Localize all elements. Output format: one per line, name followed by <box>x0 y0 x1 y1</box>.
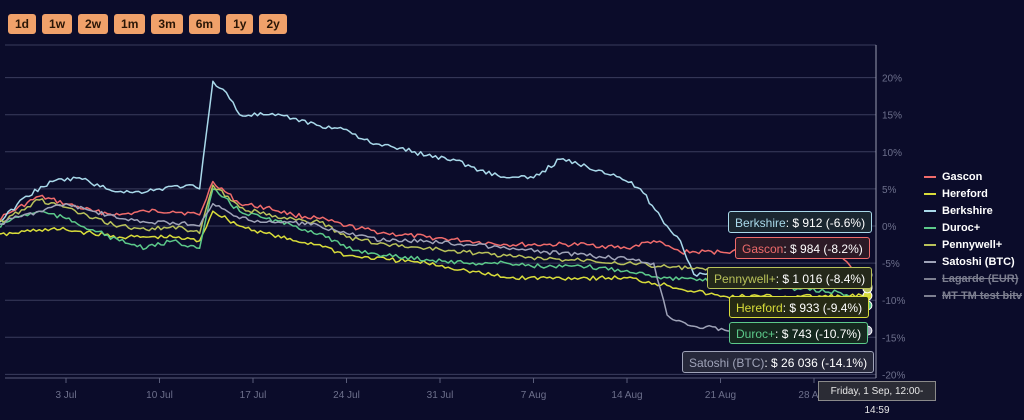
legend-item-hereford[interactable]: Hereford <box>924 185 1022 202</box>
x-axis-tooltip: Friday, 1 Sep, 12:00-14:59 <box>818 381 936 416</box>
tooltip-value: : $ 1 016 (-8.4%) <box>775 272 866 286</box>
legend-label: Berkshire <box>942 204 993 217</box>
legend-label: MT TM test bitv <box>942 289 1023 302</box>
tooltip-value: : $ 743 (-10.7%) <box>775 327 862 341</box>
tooltip-gascon: Gascon: $ 984 (-8.2%) <box>735 237 870 259</box>
range-selector: 1d 1w 2w 1m 3m 6m 1y 2y <box>8 14 287 34</box>
tooltip-berkshire: Berkshire: $ 912 (-6.6%) <box>728 211 873 233</box>
range-button-1y[interactable]: 1y <box>226 14 254 34</box>
series-line-hereford <box>0 210 868 300</box>
legend-label: Gascon <box>942 170 983 183</box>
series-line-gascon <box>0 180 868 288</box>
tooltip-series-name: Satoshi (BTC) <box>689 356 765 370</box>
legend-item-lagarde[interactable]: Lagarde (EUR) <box>924 270 1022 287</box>
legend-item-pennywell[interactable]: Pennywell+ <box>924 236 1022 253</box>
x-tick-label: 14 Aug <box>611 390 642 401</box>
y-tick-label: 15% <box>882 111 902 122</box>
chart-legend: Gascon Hereford Berkshire Duroc+ Pennywe… <box>924 168 1022 304</box>
legend-label: Lagarde (EUR) <box>942 272 1019 285</box>
legend-swatch <box>924 175 936 178</box>
legend-swatch <box>924 243 936 246</box>
legend-swatch <box>924 226 936 229</box>
x-tick-label: 24 Jul <box>333 390 360 401</box>
legend-item-mt-tm-test[interactable]: MT TM test bitv <box>924 287 1022 304</box>
tooltip-series-name: Pennywell+ <box>714 272 776 286</box>
tooltip-series-name: Duroc+ <box>736 327 776 341</box>
legend-swatch <box>924 192 936 195</box>
x-tick-label: 17 Jul <box>240 390 267 401</box>
range-button-1d[interactable]: 1d <box>8 14 37 34</box>
tooltip-series-name: Berkshire <box>735 216 786 230</box>
tooltip-series-name: Gascon <box>742 242 784 256</box>
y-tick-label: -10% <box>882 296 905 307</box>
tooltip-duroc: Duroc+: $ 743 (-10.7%) <box>729 322 869 344</box>
legend-label: Satoshi (BTC) <box>942 255 1015 268</box>
series-line-satoshi-btc- <box>0 202 868 333</box>
x-tick-label: 28 Aug <box>798 390 829 401</box>
x-tick-label: 3 Jul <box>55 390 76 401</box>
legend-swatch <box>924 260 936 263</box>
tooltip-value: : $ 26 036 (-14.1%) <box>764 356 868 370</box>
legend-swatch <box>924 277 936 280</box>
tooltip-pennywell: Pennywell+: $ 1 016 (-8.4%) <box>707 267 873 289</box>
legend-label: Duroc+ <box>942 221 981 234</box>
y-tick-label: -20% <box>882 370 905 381</box>
legend-item-berkshire[interactable]: Berkshire <box>924 202 1022 219</box>
tooltip-hereford: Hereford: $ 933 (-9.4%) <box>729 296 870 318</box>
legend-swatch <box>924 209 936 212</box>
range-button-2y[interactable]: 2y <box>259 14 287 34</box>
y-tick-label: 10% <box>882 148 902 159</box>
legend-item-satoshi[interactable]: Satoshi (BTC) <box>924 253 1022 270</box>
x-tick-label: 7 Aug <box>521 390 547 401</box>
legend-label: Hereford <box>942 187 988 200</box>
range-button-6m[interactable]: 6m <box>188 14 221 34</box>
tooltip-value: : $ 912 (-6.6%) <box>785 216 866 230</box>
tooltip-series-name: Hereford <box>736 301 783 315</box>
range-button-2w[interactable]: 2w <box>78 14 109 34</box>
tooltip-value: : $ 933 (-9.4%) <box>782 301 863 315</box>
y-tick-label: 0% <box>882 222 897 233</box>
y-tick-label: 20% <box>882 74 902 85</box>
x-tick-label: 21 Aug <box>705 390 736 401</box>
tooltip-value: : $ 984 (-8.2%) <box>783 242 863 256</box>
tooltip-satoshi: Satoshi (BTC): $ 26 036 (-14.1%) <box>682 351 875 373</box>
y-tick-label: 5% <box>882 185 897 196</box>
legend-label: Pennywell+ <box>942 238 1003 251</box>
x-tick-label: 31 Jul <box>427 390 454 401</box>
range-button-1w[interactable]: 1w <box>42 14 73 34</box>
legend-swatch <box>924 294 936 297</box>
x-tick-label: 10 Jul <box>146 390 173 401</box>
y-tick-label: -15% <box>882 333 905 344</box>
y-tick-label: -5% <box>882 259 900 270</box>
range-button-1m[interactable]: 1m <box>114 14 146 34</box>
range-button-3m[interactable]: 3m <box>151 14 183 34</box>
legend-item-gascon[interactable]: Gascon <box>924 168 1022 185</box>
legend-item-duroc[interactable]: Duroc+ <box>924 219 1022 236</box>
